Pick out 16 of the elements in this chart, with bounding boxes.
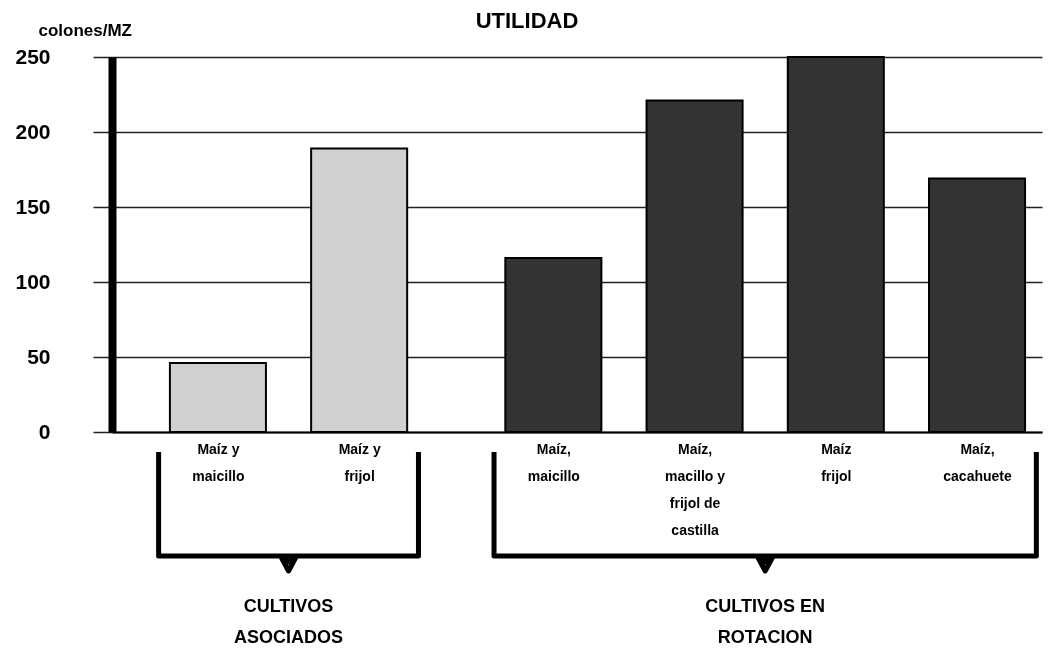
x-tick-label: Maíz, macillo y frijol de castilla <box>665 440 726 538</box>
y-tick-label: 250 <box>15 44 51 68</box>
x-tick-label: Maíz, maicillo <box>527 440 580 484</box>
text: CULTIVOS EN ROTACION <box>705 596 826 647</box>
y-tick-label: 100 <box>15 269 51 293</box>
y-tick-label: 50 <box>27 344 51 368</box>
x-tick-label: Maíz frijol <box>821 440 852 484</box>
x-tick-label: Maíz y maicillo <box>192 440 245 484</box>
x-tick-label: Maíz y frijol <box>338 440 381 484</box>
chart-title: UTILIDAD <box>475 8 579 33</box>
y-tick-label: 0 <box>38 419 51 443</box>
y-tick-label: 200 <box>15 119 51 143</box>
x-tick-label: Maíz, cacahuete <box>943 440 1012 484</box>
y-tick-label: 150 <box>15 194 51 218</box>
y-axis-title: colones/MZ <box>38 20 133 40</box>
text: CULTIVOS ASOCIADOS <box>234 596 344 647</box>
